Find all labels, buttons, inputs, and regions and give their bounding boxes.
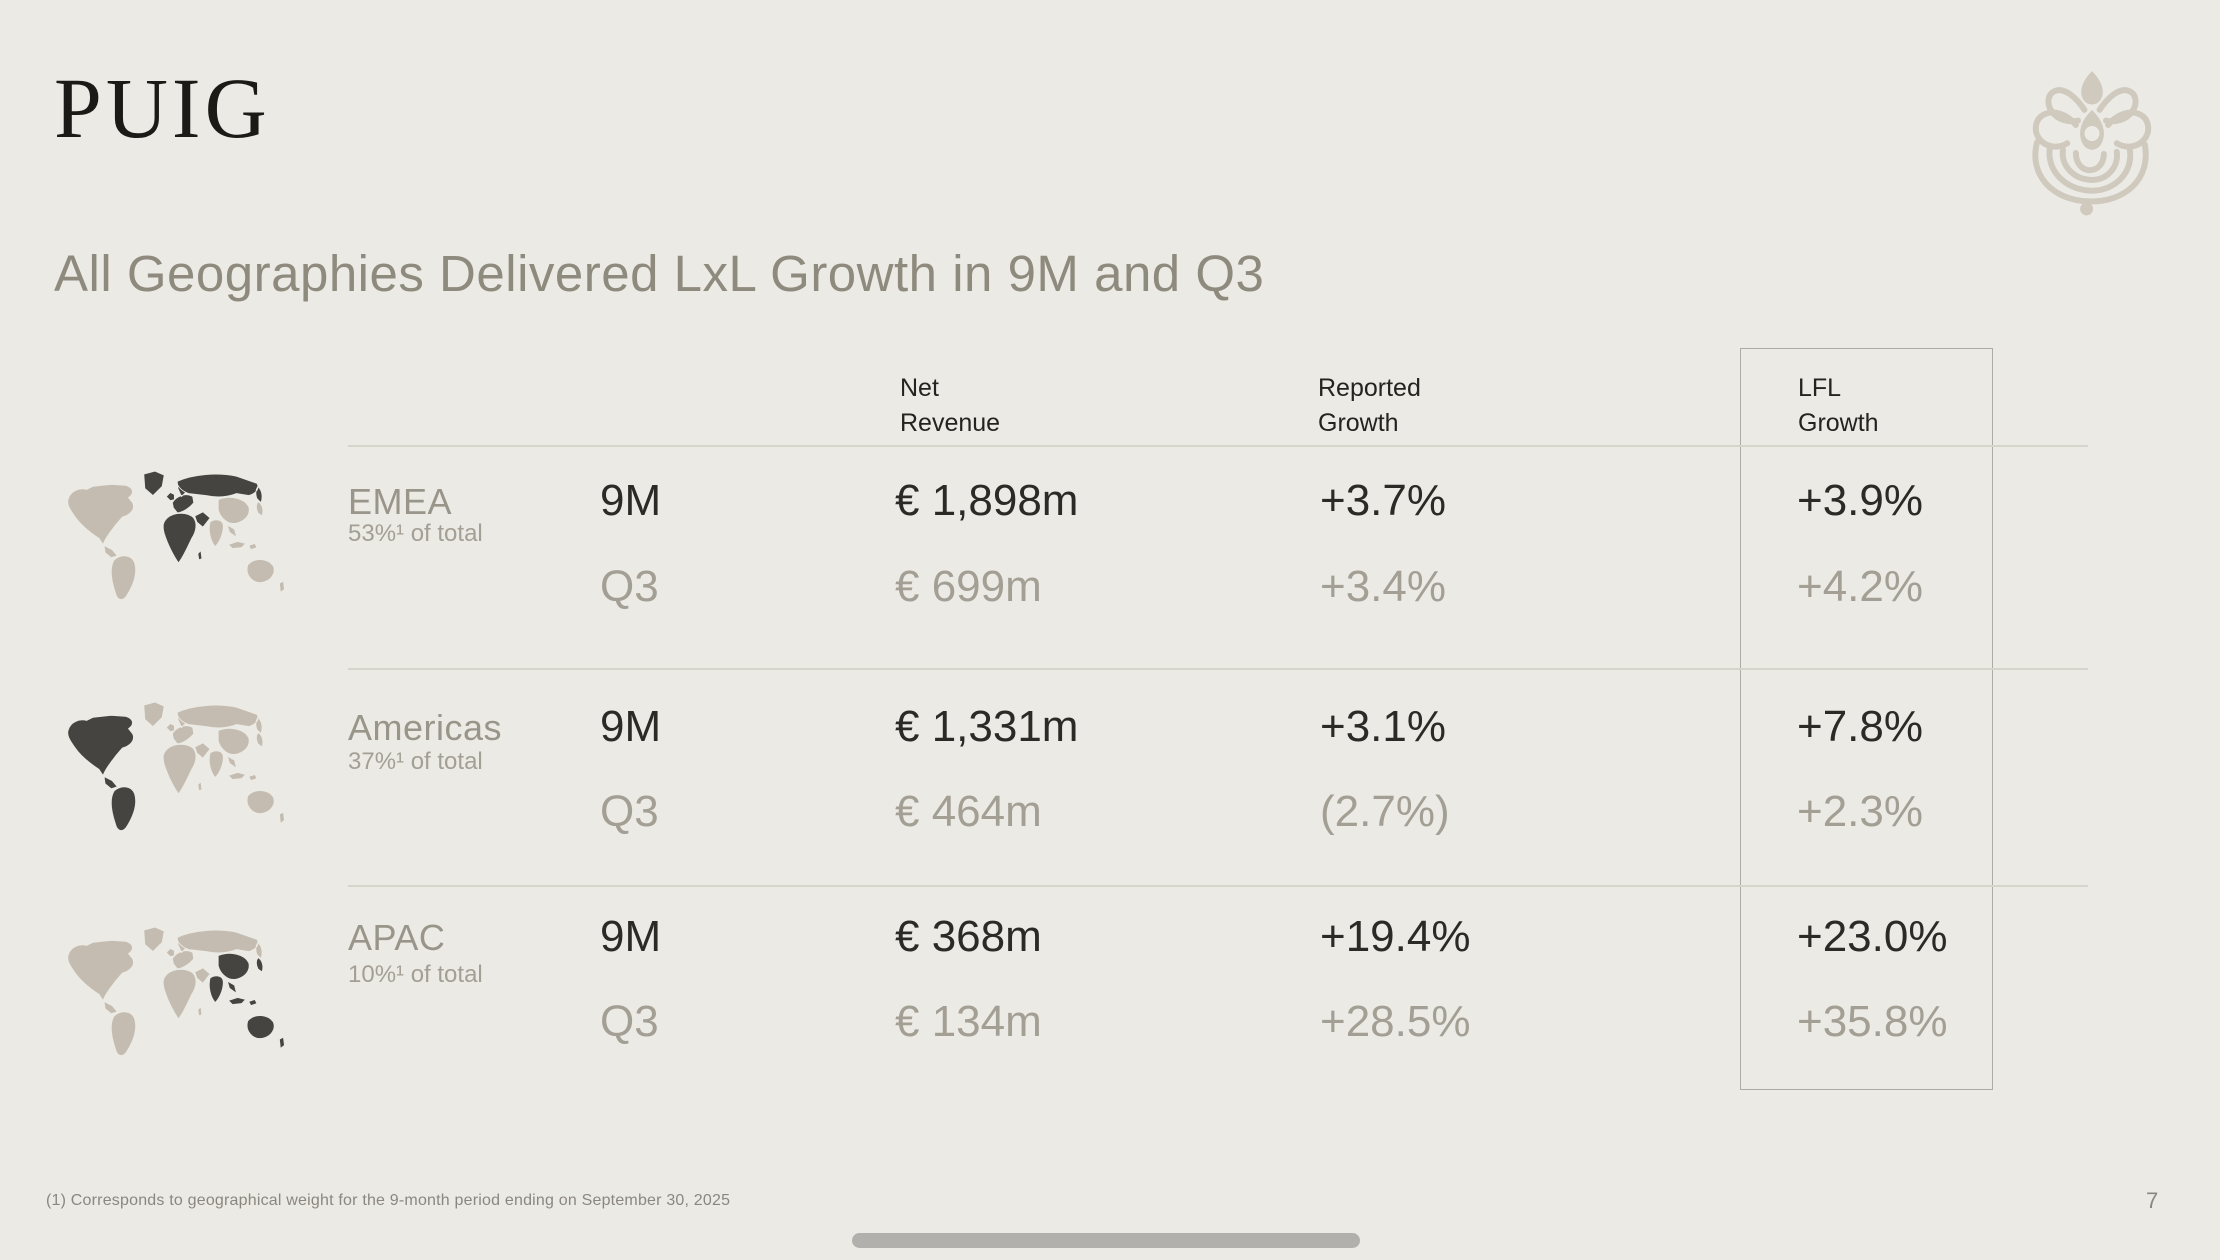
footnote: (1) Corresponds to geographical weight f… — [46, 1192, 731, 1209]
region-weight-label: 10%¹ of total — [348, 961, 483, 988]
lfl-growth-cell: +4.2% — [1797, 562, 1923, 611]
region-weight-label: 37%¹ of total — [348, 748, 483, 775]
world-map-americas — [58, 697, 303, 855]
column-header-reported-growth: Reported Growth — [1318, 374, 1421, 437]
puig-emblem-icon — [2022, 56, 2162, 224]
period-label: Q3 — [600, 787, 659, 836]
reported-growth-cell: +19.4% — [1320, 912, 1471, 961]
page-title: All Geographies Delivered LxL Growth in … — [54, 245, 1265, 302]
lfl-growth-cell: +2.3% — [1797, 787, 1923, 836]
puig-wordmark: PUIG — [54, 60, 271, 156]
world-map-emea — [58, 466, 303, 624]
column-header-lfl-growth: LFL Growth — [1798, 374, 1879, 437]
reported-growth-cell: +3.7% — [1320, 476, 1446, 525]
lfl-growth-cell: +23.0% — [1797, 912, 1948, 961]
period-label: 9M — [600, 912, 662, 961]
net-revenue-cell: € 464m — [895, 787, 1042, 836]
period-label: Q3 — [600, 562, 659, 611]
row-divider — [348, 885, 2088, 887]
horizontal-scrollbar-thumb[interactable] — [852, 1233, 1360, 1248]
lfl-growth-cell: +3.9% — [1797, 476, 1923, 525]
period-label: 9M — [600, 702, 662, 751]
reported-growth-cell: +3.1% — [1320, 702, 1446, 751]
net-revenue-cell: € 368m — [895, 912, 1042, 961]
lfl-growth-highlight-box — [1740, 348, 1993, 1090]
column-header-net-revenue: Net Revenue — [900, 374, 1001, 437]
reported-growth-cell: (2.7%) — [1320, 787, 1450, 836]
reported-growth-cell: +28.5% — [1320, 997, 1471, 1046]
row-divider — [348, 445, 2088, 447]
region-label: Americas — [348, 707, 503, 748]
region-weight-label: 53%¹ of total — [348, 520, 483, 547]
row-divider — [348, 668, 2088, 670]
period-label: Q3 — [600, 997, 659, 1046]
world-map-apac — [58, 922, 303, 1080]
page-number: 7 — [2146, 1188, 2159, 1213]
net-revenue-cell: € 134m — [895, 997, 1042, 1046]
net-revenue-cell: € 699m — [895, 562, 1042, 611]
region-label: EMEA — [348, 481, 453, 522]
net-revenue-cell: € 1,898m — [895, 476, 1079, 525]
region-label: APAC — [348, 917, 446, 958]
lfl-growth-cell: +35.8% — [1797, 997, 1948, 1046]
net-revenue-cell: € 1,331m — [895, 702, 1079, 751]
reported-growth-cell: +3.4% — [1320, 562, 1446, 611]
lfl-growth-cell: +7.8% — [1797, 702, 1923, 751]
period-label: 9M — [600, 476, 662, 525]
